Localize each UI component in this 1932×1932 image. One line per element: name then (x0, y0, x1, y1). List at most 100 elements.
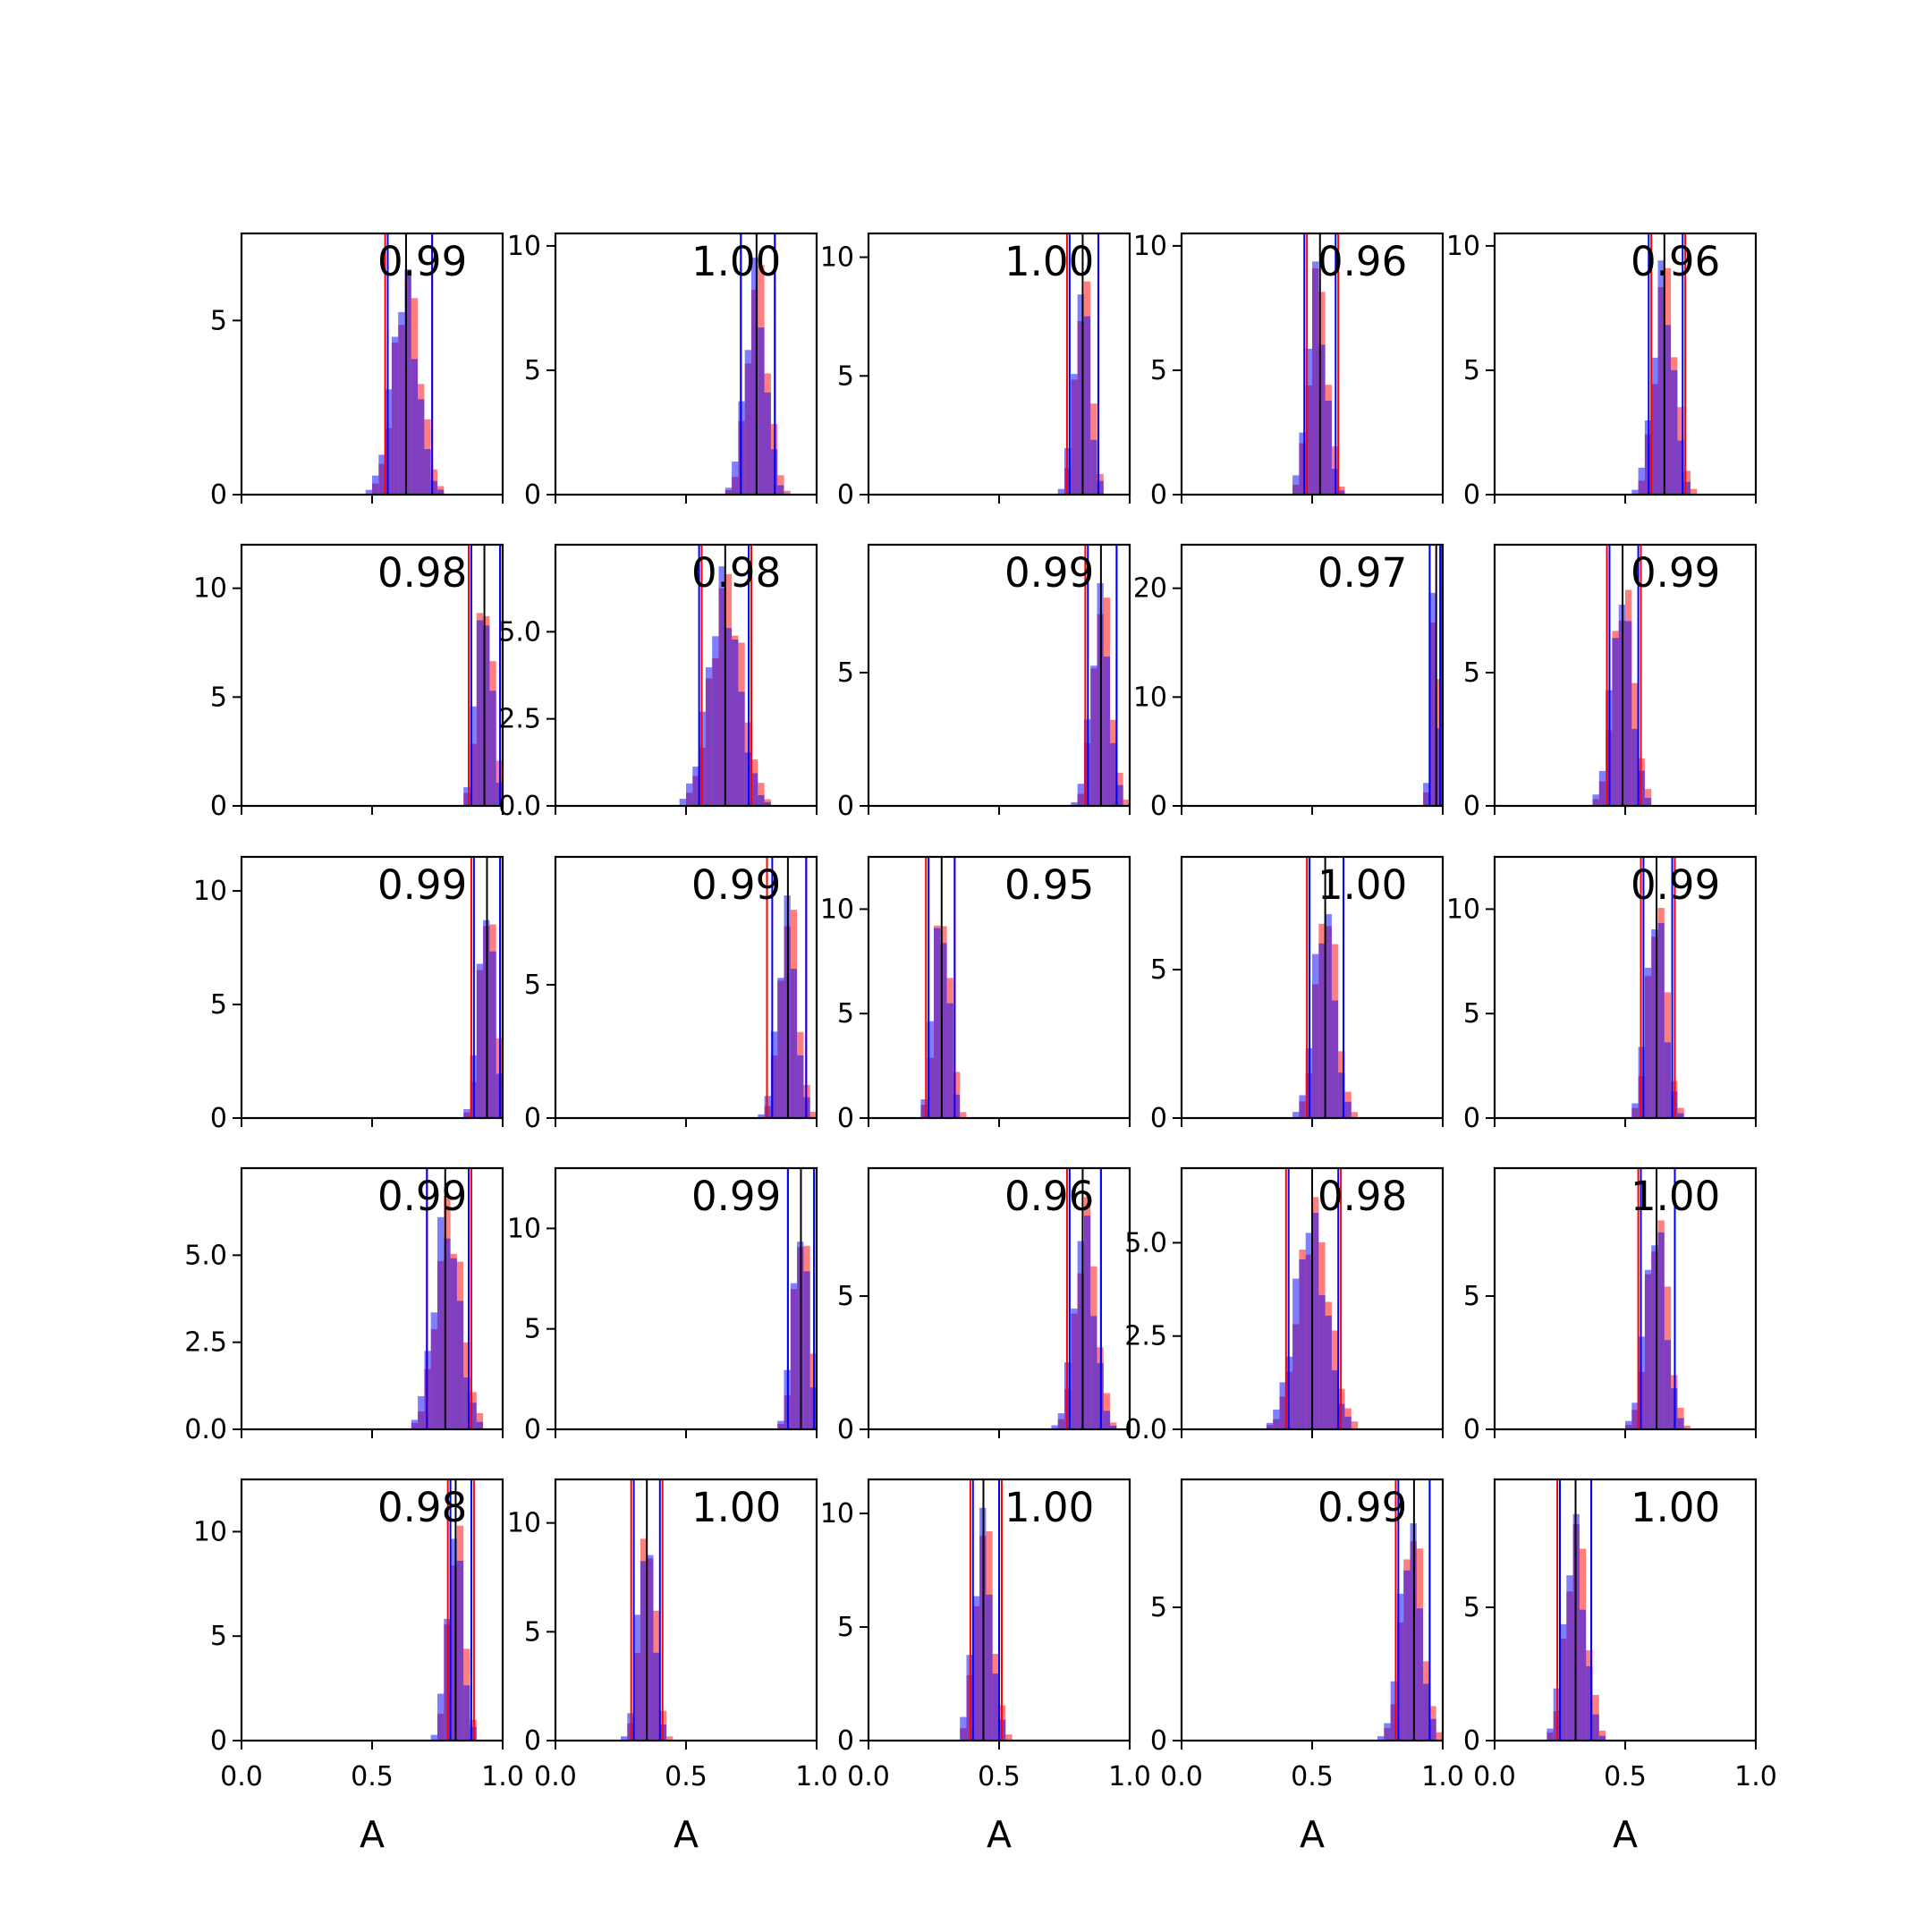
blue-histogram-bar (476, 963, 484, 1118)
blue-histogram-bar (1318, 1294, 1326, 1429)
y-tick-label: 5 (837, 360, 854, 392)
blue-histogram-bar (1612, 638, 1619, 806)
blue-histogram-bar (647, 1555, 654, 1741)
red-histogram-bar (809, 1111, 817, 1118)
blue-histogram-bar (476, 1421, 484, 1429)
blue-histogram-bar (430, 1734, 437, 1741)
x-axis-label: A (1613, 1813, 1638, 1856)
y-tick-label: 0 (837, 1414, 854, 1445)
x-tick-label: 0.0 (847, 1761, 890, 1792)
plot-area (1071, 545, 1130, 806)
blue-histogram-bar (986, 1594, 993, 1741)
blue-histogram-bar (1429, 1718, 1436, 1741)
blue-histogram-bar (1560, 1623, 1567, 1741)
y-tick-label: 0 (1463, 1725, 1480, 1757)
plot-area (1377, 1479, 1443, 1741)
blue-histogram-bar (1429, 592, 1436, 806)
blue-histogram-bar (1083, 1216, 1091, 1429)
plot-area (463, 857, 503, 1118)
y-tick-label: 5 (1463, 1281, 1480, 1312)
blue-histogram-bar (1566, 1575, 1573, 1741)
blue-histogram-bar (777, 485, 784, 495)
blue-histogram-bar (1273, 1409, 1280, 1429)
y-tick-label: 5 (1150, 954, 1167, 986)
correlation-annotation: 1.00 (1631, 1173, 1720, 1220)
blue-histogram-bar (1299, 1259, 1306, 1429)
y-tick-label: 10 (193, 1516, 227, 1547)
blue-histogram-bar (927, 1021, 934, 1118)
blue-histogram-bar (1403, 1570, 1411, 1741)
blue-histogram-bar (1579, 1609, 1587, 1741)
blue-histogram-bar (1638, 467, 1645, 495)
blue-histogram-bar (378, 454, 386, 495)
blue-histogram-bar (705, 667, 713, 806)
plot-area (430, 1479, 477, 1741)
blue-histogram-bar (1625, 1420, 1632, 1429)
plot-area (1266, 1168, 1359, 1429)
plot-area (463, 545, 503, 806)
blue-histogram-bar (1057, 488, 1064, 495)
blue-histogram-bar (797, 1055, 804, 1118)
x-axis-label: A (987, 1813, 1012, 1856)
y-tick-label: 0.0 (184, 1414, 227, 1445)
correlation-annotation: 0.99 (377, 861, 467, 909)
y-tick-label: 0 (837, 479, 854, 511)
blue-histogram-bar (398, 311, 405, 495)
x-tick-label: 0.0 (1160, 1761, 1203, 1792)
blue-histogram-bar (1677, 1113, 1684, 1118)
x-tick-label: 1.0 (1108, 1761, 1151, 1792)
blue-histogram-bar (463, 1685, 470, 1741)
plot-area (411, 1168, 484, 1429)
y-tick-label: 5 (837, 1281, 854, 1312)
panel-r2c1: 0 5 10 0.98 (193, 543, 504, 822)
y-tick-label: 5 (524, 970, 541, 1001)
blue-histogram-bar (764, 392, 771, 495)
y-tick-label: 0 (837, 1725, 854, 1757)
correlation-annotation: 0.99 (691, 1173, 781, 1220)
correlation-annotation: 0.98 (691, 549, 781, 597)
blue-histogram-bar (1592, 794, 1599, 806)
blue-histogram-bar (430, 1312, 437, 1429)
blue-histogram-bar (1292, 475, 1300, 495)
y-tick-label: 5 (1463, 1592, 1480, 1623)
blue-histogram-bar (1423, 1683, 1430, 1741)
blue-histogram-bar (758, 794, 765, 806)
blue-histogram-bar (1077, 784, 1084, 806)
y-tick-label: 0 (524, 1414, 541, 1445)
y-tick-label: 0 (210, 1103, 227, 1134)
y-tick-label: 0 (524, 1103, 541, 1134)
blue-histogram-bar (1077, 294, 1084, 495)
x-axis-label: A (1300, 1813, 1325, 1856)
blue-histogram-bar (1423, 783, 1430, 806)
y-tick-label: 5 (210, 305, 227, 336)
blue-histogram-bar (1325, 1315, 1332, 1429)
blue-histogram-bar (1390, 1681, 1397, 1741)
panel-r4c1: 0.0 2.5 5.0 0.99 (184, 1166, 504, 1445)
correlation-annotation: 0.98 (377, 549, 467, 597)
panel-r2c2: 0.0 2.5 5.0 0.98 (498, 543, 818, 822)
blue-histogram-bar (1396, 1593, 1404, 1741)
x-tick-label: 0.0 (1473, 1761, 1516, 1792)
blue-histogram-bar (1110, 1425, 1117, 1429)
panel-r2c3: 050.99 (837, 543, 1131, 822)
blue-histogram-bar (456, 1560, 464, 1741)
blue-histogram-bar (430, 480, 437, 495)
blue-histogram-bar (463, 1377, 470, 1429)
blue-histogram-bar (1071, 374, 1078, 495)
correlation-annotation: 0.95 (1004, 861, 1094, 909)
red-histogram-bar (1644, 789, 1652, 806)
y-tick-label: 0 (1150, 479, 1167, 511)
panel-r1c3: 0 5 10 1.00 (820, 232, 1131, 511)
y-tick-label: 0.0 (1124, 1414, 1167, 1445)
plot-area (777, 1168, 817, 1429)
blue-histogram-bar (1338, 1072, 1345, 1118)
red-histogram-bar (1123, 799, 1130, 806)
blue-histogram-bar (1097, 480, 1104, 495)
y-tick-label: 10 (1446, 231, 1480, 262)
blue-histogram-bar (1625, 621, 1632, 806)
blue-histogram-bar (476, 620, 484, 806)
red-histogram-bar (1436, 1732, 1443, 1741)
x-tick-label: 1.0 (1421, 1761, 1464, 1792)
